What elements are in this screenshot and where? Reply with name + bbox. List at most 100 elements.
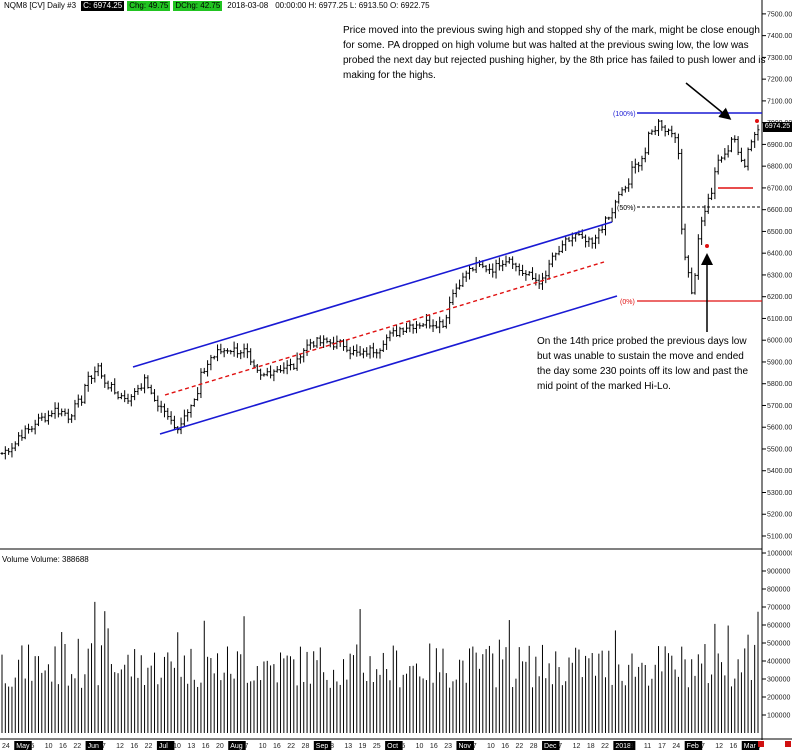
- time-tick-label: 25: [373, 743, 381, 750]
- time-tick-label: 5: [401, 743, 405, 750]
- time-tick-label: 8: [330, 743, 334, 750]
- time-tick-label: 7: [558, 743, 562, 750]
- price-tick-label: 5900.00: [767, 359, 792, 366]
- time-tick-label: 10: [45, 743, 53, 750]
- annotation-bottom: On the 14th price probed the previous da…: [537, 336, 749, 392]
- date-value: 2018-03-08: [227, 1, 269, 10]
- volume-tick-label: 100000: [767, 713, 790, 720]
- time-tick-label: Oct: [387, 743, 398, 750]
- time-tick-label: 12: [715, 743, 723, 750]
- time-tick-label: 16: [59, 743, 67, 750]
- time-tick-label: 24: [672, 743, 680, 750]
- price-tick-label: 6500.00: [767, 229, 792, 236]
- price-tick-label: 7500.00: [767, 11, 792, 18]
- price-tick-label: 5800.00: [767, 381, 792, 388]
- signal-dot: [755, 119, 759, 123]
- time-tick-label: 16: [501, 743, 509, 750]
- time-tick-label: 12: [116, 743, 124, 750]
- price-tick-label: 7300.00: [767, 55, 792, 62]
- price-tick-label: 6600.00: [767, 207, 792, 214]
- time-tick-label: 23: [444, 743, 452, 750]
- time-tick-label: 19: [359, 743, 367, 750]
- price-tick-label: 6000.00: [767, 338, 792, 345]
- price-tick-label: 5400.00: [767, 468, 792, 475]
- time-tick-label: Sep: [316, 743, 329, 750]
- volume-tick-label: 200000: [767, 695, 790, 702]
- ohl-values: 00:00:00 H: 6977.25 L: 6913.50 O: 6922.7…: [275, 1, 430, 10]
- symbol-label[interactable]: NQM8 [CV] Daily #3: [2, 1, 79, 11]
- month-tag: [456, 741, 474, 750]
- time-tick-label: 10: [416, 743, 424, 750]
- time-tick-label: 5: [31, 743, 35, 750]
- time-tick-label: 17: [658, 743, 666, 750]
- time-tick-label: 10: [259, 743, 267, 750]
- time-tick-label: 22: [516, 743, 524, 750]
- time-tick-label: 13: [187, 743, 195, 750]
- signal-dot: [705, 244, 709, 248]
- time-tick-label: 24: [2, 743, 10, 750]
- time-tick-label: Jul: [159, 743, 168, 750]
- time-tick-label: 28: [302, 743, 310, 750]
- chart-header: NQM8 [CV] Daily #3 C: 6974.25 Chg: 49.75 DC…: [2, 1, 435, 11]
- fib-100-label: (100%): [613, 111, 636, 118]
- month-tag: [85, 741, 104, 750]
- time-tick-label: 16: [130, 743, 138, 750]
- time-tick-label: 13: [344, 743, 352, 750]
- month-tag: [741, 741, 760, 750]
- time-axis: 24 May 5 10 16 22 Jun 7 12 16 22 Jul 10 13 16 20 Aug 7 10 1…: [2, 741, 762, 750]
- month-tag: [542, 741, 560, 750]
- scroll-marker: [758, 741, 764, 747]
- volume-title: Volume Volume: 388688: [2, 555, 89, 564]
- volume-axis: 1000000 900000 800000 700000 600000 500000 400…: [762, 551, 792, 720]
- time-tick-label: 12: [573, 743, 581, 750]
- time-tick-label: Mar: [744, 743, 757, 750]
- price-tick-label: 5200.00: [767, 512, 792, 519]
- time-tick-label: 8: [630, 743, 634, 750]
- close-value: C: 6974.25: [81, 1, 125, 11]
- month-tag: [385, 741, 403, 750]
- month-tag: [14, 741, 32, 750]
- volume-tick-label: 800000: [767, 587, 790, 594]
- price-tick-label: 7200.00: [767, 77, 792, 84]
- price-tick-label: 7100.00: [767, 98, 792, 105]
- time-tick-label: 10: [487, 743, 495, 750]
- price-tick-label: 5100.00: [767, 534, 792, 541]
- volume-bars: [1, 601, 759, 733]
- price-tick-label: 5700.00: [767, 403, 792, 410]
- channel-lower-line: [159, 295, 618, 435]
- pct-change-value: DChg: 42.75: [173, 1, 223, 11]
- change-value: Chg: 49.75: [127, 1, 171, 11]
- month-tag: [313, 741, 332, 750]
- time-tick-label: Feb: [687, 743, 699, 750]
- time-tick-label: 20: [216, 743, 224, 750]
- time-tick-label: 22: [145, 743, 153, 750]
- month-tag: [156, 741, 175, 750]
- price-tick-label: 6800.00: [767, 164, 792, 171]
- price-tick-label: 5300.00: [767, 490, 792, 497]
- time-tick-label: 7: [701, 743, 705, 750]
- channel-upper-line: [132, 221, 613, 368]
- fib-0-label: (0%): [620, 299, 635, 306]
- time-tick-label: 7: [244, 743, 248, 750]
- time-tick-label: 16: [273, 743, 281, 750]
- annotation-arrow-top: [685, 82, 732, 120]
- time-tick-label: 16: [729, 743, 737, 750]
- volume-tick-label: 400000: [767, 659, 790, 666]
- time-tick-label: 16: [202, 743, 210, 750]
- month-tag: [228, 741, 246, 750]
- price-tick-label: 6100.00: [767, 316, 792, 323]
- volume-tick-label: 1000000: [767, 551, 792, 558]
- price-tick-label: 5500.00: [767, 446, 792, 453]
- volume-tick-label: 900000: [767, 569, 790, 576]
- time-tick-label: 2018: [615, 743, 631, 750]
- price-tick-label: 6300.00: [767, 272, 792, 279]
- time-tick-label: 11: [644, 743, 651, 750]
- fib-50-label: (50%): [617, 205, 636, 212]
- price-tick-label: 6400.00: [767, 251, 792, 258]
- time-tick-label: Nov: [458, 743, 471, 750]
- volume-tick-label: 500000: [767, 641, 790, 648]
- volume-tick-label: 300000: [767, 677, 790, 684]
- time-tick-label: Jun: [88, 743, 99, 750]
- time-tick-label: 22: [601, 743, 609, 750]
